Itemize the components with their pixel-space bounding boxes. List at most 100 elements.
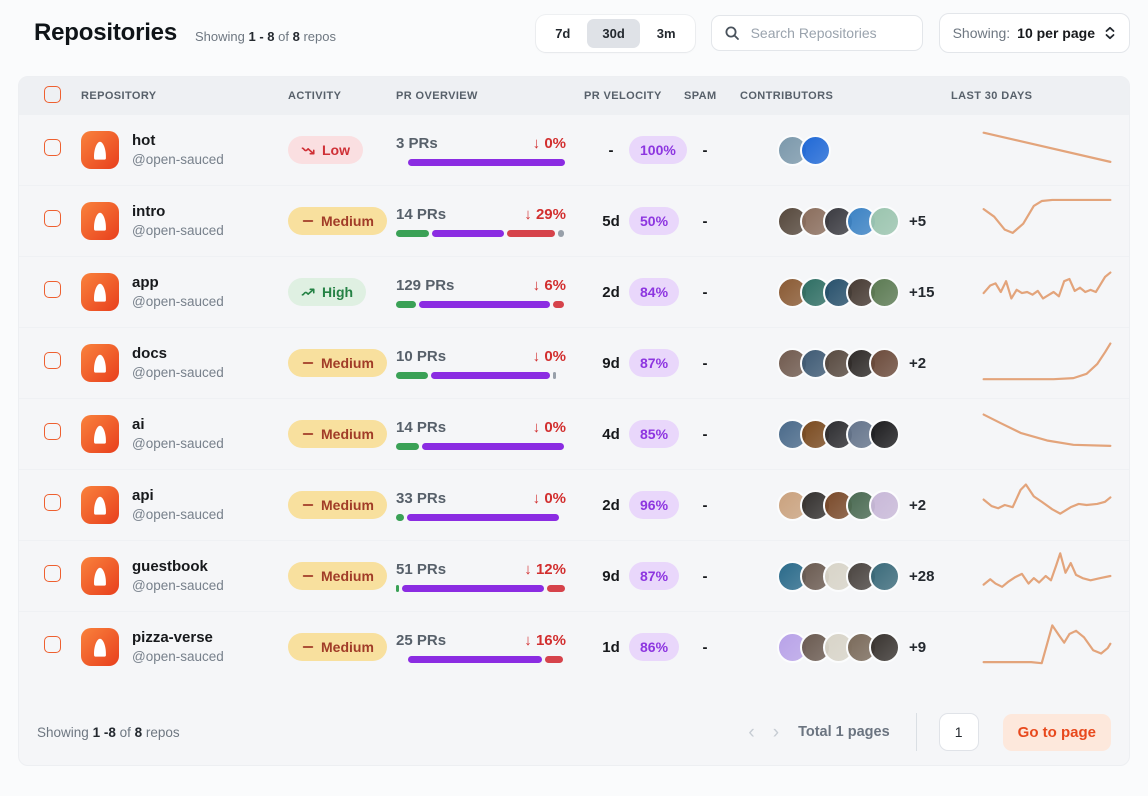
range-30d-button[interactable]: 30d [587,18,640,48]
pr-status-bar [396,513,566,521]
repo-name[interactable]: app [132,274,159,292]
range-3m-button[interactable]: 3m [642,19,691,48]
repo-name[interactable]: guestbook [132,558,208,576]
pr-bar-segment-green [396,442,419,450]
repo-org: @open-sauced [132,222,224,238]
footer-showing-range: 1 -8 [92,724,116,740]
contributor-avatars [777,276,900,308]
pr-change: ↓ 0% [532,489,566,507]
range-7d-button[interactable]: 7d [540,19,585,48]
pr-bar-segment-gray [558,229,564,237]
repo-org: @open-sauced [132,506,224,522]
last-30-days-sparkline [981,620,1113,674]
contributors-cell: +2 [740,489,951,521]
contributor-avatar[interactable] [869,347,900,379]
contributor-avatar[interactable] [800,134,831,166]
velocity-days: 9d [602,354,620,372]
pr-bar-segment-green [396,513,404,521]
contributors-cell: +28 [740,560,951,592]
table-row[interactable]: pizza-verse @open-sauced Medium 25 PRs ↓… [19,611,1129,682]
row-checkbox[interactable] [44,423,61,440]
contributors-cell: +5 [740,205,951,237]
repo-logo-icon [81,628,119,666]
repo-name[interactable]: api [132,487,154,505]
repo-name[interactable]: docs [132,345,168,363]
search-input[interactable] [748,24,910,42]
pr-overview-cell: 129 PRs ↓ 6% [396,277,584,308]
row-checkbox[interactable] [44,281,61,298]
date-range-toggle: 7d 30d 3m [536,14,695,52]
repo-name[interactable]: intro [132,203,166,221]
pr-velocity-cell: 9d 87% [584,349,684,377]
table-row[interactable]: hot @open-sauced Low 3 PRs ↓ 0% - 100% - [19,115,1129,185]
page-number-input[interactable] [938,713,979,751]
repo-name[interactable]: ai [132,416,145,434]
contributor-avatar[interactable] [869,560,900,592]
pr-bar-segment-red [507,229,555,237]
velocity-days: 4d [602,425,620,443]
row-checkbox[interactable] [44,636,61,653]
contributor-avatars [777,418,900,450]
last-30-days-sparkline [981,407,1113,461]
go-to-page-button[interactable]: Go to page [1002,713,1111,751]
per-page-value: 10 per page [1017,25,1095,41]
table-row[interactable]: app @open-sauced High 129 PRs ↓ 6% 2d 84… [19,256,1129,327]
contributors-cell [740,134,951,166]
pr-overview-cell: 3 PRs ↓ 0% [396,135,584,166]
next-page-arrow-icon[interactable]: › [772,721,780,743]
contributor-avatars [777,631,900,663]
row-checkbox[interactable] [44,352,61,369]
contributor-avatar[interactable] [869,205,900,237]
pr-bar-segment-purple [408,655,542,663]
column-header-repository: REPOSITORY [81,90,157,102]
table-row[interactable]: guestbook @open-sauced Medium 51 PRs ↓ 1… [19,540,1129,611]
repo-name[interactable]: hot [132,132,156,150]
arrow-down-icon: ↓ [532,347,541,365]
pr-change: ↓ 16% [524,631,566,649]
contributors-cell: +2 [740,347,951,379]
pr-bar-segment-green [396,371,428,379]
per-page-select[interactable]: Showing: 10 per page [938,13,1130,53]
prev-page-arrow-icon[interactable]: ‹ [748,721,755,743]
column-header-spam: SPAM [684,90,717,102]
showing-of: of [278,28,289,44]
row-checkbox[interactable] [44,494,61,511]
row-checkbox[interactable] [44,139,61,156]
row-checkbox[interactable] [44,210,61,227]
contributor-avatar[interactable] [869,631,900,663]
contributors-cell: +9 [740,631,951,663]
trending-down-icon [301,143,316,158]
table-row[interactable]: ai @open-sauced Medium 14 PRs ↓ 0% 4d 85… [19,398,1129,469]
contributor-avatars [777,205,900,237]
arrow-down-icon: ↓ [532,276,541,294]
showing-summary: Showing 1 - 8 of 8 repos [195,29,336,44]
pr-bar-segment-red [545,655,563,663]
row-checkbox[interactable] [44,565,61,582]
table-row[interactable]: intro @open-sauced Medium 14 PRs ↓ 29% 5… [19,185,1129,256]
pr-velocity-cell: - 100% [584,136,687,164]
repo-name[interactable]: pizza-verse [132,629,213,647]
last-30-days-sparkline [981,549,1113,603]
pr-count: 129 PRs [396,276,455,294]
select-all-checkbox[interactable] [44,86,61,103]
velocity-percent-badge: 87% [629,349,680,377]
minus-icon [301,569,315,583]
pr-change: ↓ 6% [532,276,566,294]
contributor-avatar[interactable] [869,276,900,308]
pr-change: ↓ 29% [524,205,566,223]
activity-badge: High [288,278,367,306]
repo-org: @open-sauced [132,364,224,380]
pr-count: 14 PRs [396,205,447,223]
pr-count: 51 PRs [396,560,447,578]
velocity-percent-badge: 84% [629,278,680,306]
search-box[interactable] [710,15,923,51]
contributor-avatar[interactable] [869,489,900,521]
activity-label: Medium [321,639,374,655]
showing-range: 1 - 8 [248,28,275,44]
minus-icon [301,214,315,228]
contributor-avatar[interactable] [869,418,900,450]
pr-count: 10 PRs [396,347,447,365]
table-row[interactable]: api @open-sauced Medium 33 PRs ↓ 0% 2d 9… [19,469,1129,540]
activity-label: Medium [321,497,374,513]
table-row[interactable]: docs @open-sauced Medium 10 PRs ↓ 0% 9d … [19,327,1129,398]
